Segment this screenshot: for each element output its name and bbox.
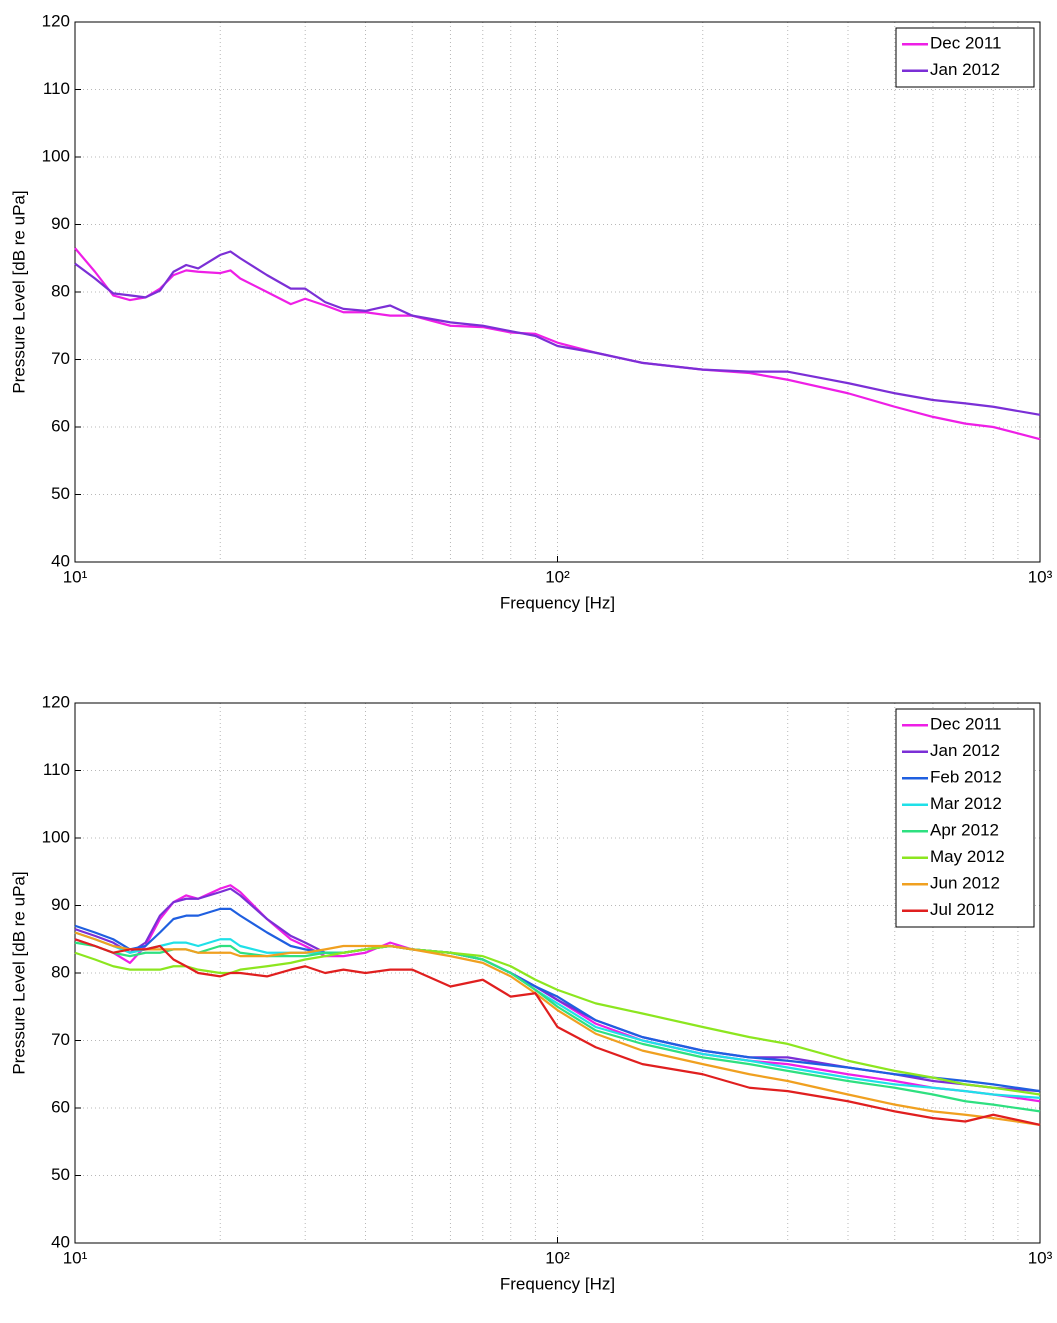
y-tick-label: 60 xyxy=(51,1097,70,1116)
x-tick-label: 10¹ xyxy=(63,567,88,586)
y-tick-label: 100 xyxy=(42,146,70,165)
x-axis-label: Frequency [Hz] xyxy=(500,593,615,612)
legend-label: Jan 2012 xyxy=(930,741,1000,760)
plot-frame xyxy=(74,21,1041,563)
legend-label: Jan 2012 xyxy=(930,60,1000,79)
y-axis-label: Pressure Level [dB re uPa] xyxy=(9,871,28,1074)
legend-label: Jul 2012 xyxy=(930,900,994,919)
data-line xyxy=(74,250,1041,416)
y-tick-label: 50 xyxy=(51,1165,70,1184)
legend-label: Feb 2012 xyxy=(930,768,1002,787)
x-tick-label: 10³ xyxy=(1028,1248,1053,1267)
y-tick-label: 40 xyxy=(51,551,70,570)
y-tick-label: 90 xyxy=(51,214,70,233)
legend-label: Apr 2012 xyxy=(930,821,999,840)
legend-label: Jun 2012 xyxy=(930,874,1000,893)
subplot: 10¹ 10² 10³ 40 50 60 70 80 90 100 110 120 Frequency … xyxy=(9,692,1052,1293)
data-line xyxy=(74,247,1041,441)
y-tick-label: 80 xyxy=(51,281,70,300)
data-line xyxy=(74,938,1041,1126)
legend-label: May 2012 xyxy=(930,847,1005,866)
y-tick-label: 50 xyxy=(51,484,70,503)
x-axis-label: Frequency [Hz] xyxy=(500,1274,615,1293)
y-axis-label: Pressure Level [dB re uPa] xyxy=(9,190,28,393)
legend-label: Mar 2012 xyxy=(930,794,1002,813)
y-tick-label: 70 xyxy=(51,349,70,368)
data-line xyxy=(74,944,1041,1096)
data-line xyxy=(74,931,1041,1126)
y-tick-label: 70 xyxy=(51,1030,70,1049)
y-tick-label: 110 xyxy=(43,79,70,98)
y-tick-label: 110 xyxy=(43,760,70,779)
plot-frame xyxy=(74,702,1041,1244)
subplot: 10¹ 10² 10³ 40 50 60 70 80 90 100 110 120 Frequency … xyxy=(9,11,1052,612)
x-tick-label: 10³ xyxy=(1028,567,1053,586)
x-tick-label: 10¹ xyxy=(63,1248,88,1267)
y-tick-label: 90 xyxy=(51,895,70,914)
y-tick-label: 40 xyxy=(51,1232,70,1251)
y-tick-label: 120 xyxy=(42,692,70,711)
y-tick-label: 60 xyxy=(51,416,70,435)
legend-label: Dec 2011 xyxy=(930,715,1002,734)
y-tick-label: 120 xyxy=(42,11,70,30)
legend-box xyxy=(895,27,1035,88)
legend-box xyxy=(895,708,1035,928)
y-tick-label: 100 xyxy=(42,827,70,846)
x-tick-label: 10² xyxy=(545,1248,570,1267)
legend-label: Dec 2011 xyxy=(930,34,1002,53)
x-tick-label: 10² xyxy=(545,567,570,586)
y-tick-label: 80 xyxy=(51,962,70,981)
